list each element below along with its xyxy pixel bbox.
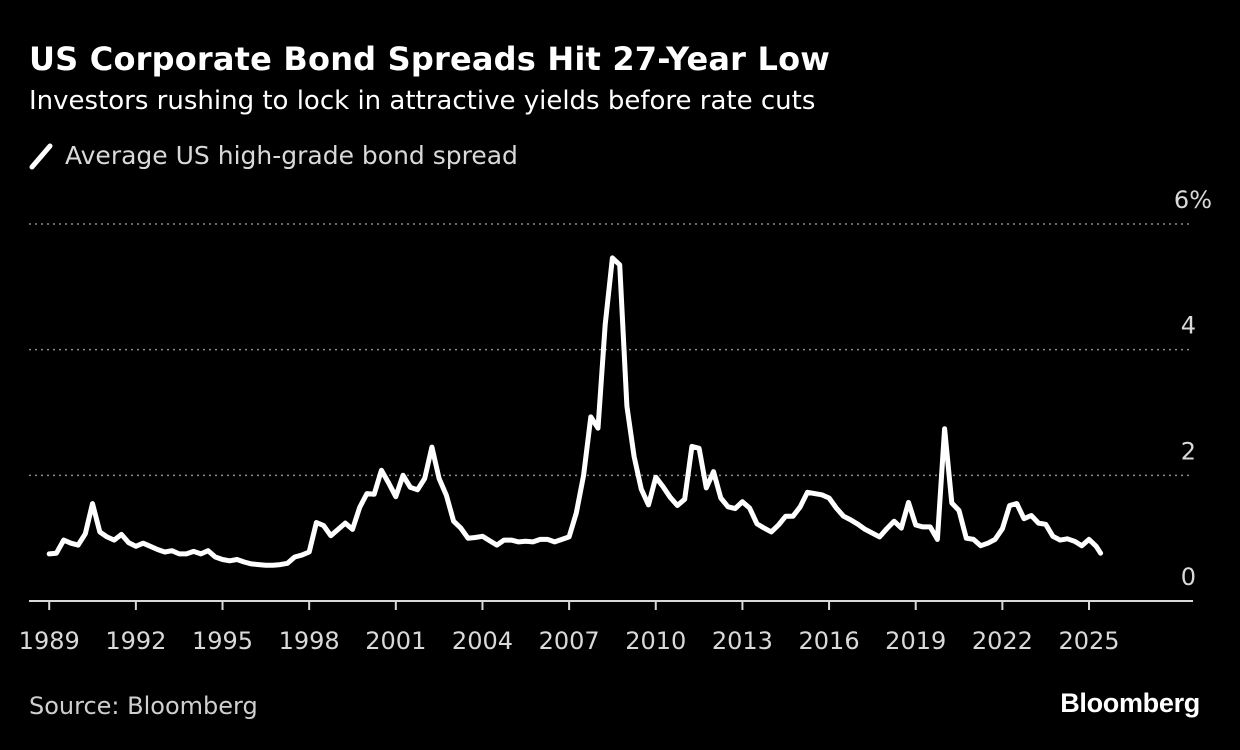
x-tick-labels: 1989 1992 1995 1998 2001 2004 2007 2010 2013 2016… bbox=[19, 627, 1120, 655]
grid-lines bbox=[29, 223, 1193, 477]
x-tick-label: 1989 bbox=[19, 627, 80, 655]
y-tick-label: 6% bbox=[1174, 186, 1212, 214]
x-tick-label: 2001 bbox=[365, 627, 426, 655]
x-tick-label: 2016 bbox=[799, 627, 860, 655]
x-tick-label: 2010 bbox=[625, 627, 686, 655]
x-tick-label: 2025 bbox=[1058, 627, 1119, 655]
x-tick-label: 2004 bbox=[452, 627, 513, 655]
chart-title: US Corporate Bond Spreads Hit 27-Year Lo… bbox=[29, 40, 831, 78]
y-tick-label: 2 bbox=[1181, 437, 1196, 465]
x-tick-label: 1995 bbox=[192, 627, 253, 655]
y-tick-label: 0 bbox=[1181, 563, 1196, 591]
x-tick-label: 1998 bbox=[279, 627, 340, 655]
x-tick-label: 2007 bbox=[539, 627, 600, 655]
legend-label: Average US high-grade bond spread bbox=[65, 141, 518, 170]
chart-legend: Average US high-grade bond spread bbox=[29, 141, 518, 170]
bloomberg-logo: Bloomberg bbox=[1060, 688, 1200, 718]
x-axis bbox=[29, 600, 1193, 610]
source-note: Source: Bloomberg bbox=[29, 692, 258, 720]
y-tick-labels: 0 2 4 6% bbox=[1174, 186, 1212, 591]
series-layer bbox=[46, 255, 1104, 568]
series-line-high-grade-spread bbox=[46, 255, 1104, 568]
y-tick-label: 4 bbox=[1181, 312, 1196, 340]
chart-subtitle: Investors rushing to lock in attractive … bbox=[29, 86, 816, 116]
x-tick-label: 2019 bbox=[885, 627, 946, 655]
x-tick-label: 2022 bbox=[972, 627, 1033, 655]
x-tick-label: 2013 bbox=[712, 627, 773, 655]
x-tick-label: 1992 bbox=[105, 627, 166, 655]
legend-swatch-icon bbox=[29, 143, 53, 169]
